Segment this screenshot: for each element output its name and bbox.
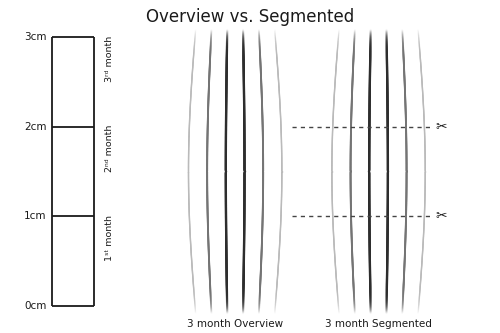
Text: 3cm: 3cm bbox=[24, 32, 46, 42]
Text: 3ʳᵈ month: 3ʳᵈ month bbox=[104, 36, 114, 82]
Text: 3 month Overview: 3 month Overview bbox=[187, 319, 283, 329]
Text: ✂: ✂ bbox=[436, 209, 447, 223]
Text: 2cm: 2cm bbox=[24, 122, 46, 132]
Text: ✂: ✂ bbox=[436, 120, 447, 134]
Text: 1ˢᵗ month: 1ˢᵗ month bbox=[104, 215, 114, 261]
Text: 0cm: 0cm bbox=[24, 301, 46, 311]
Text: 3 month Segmented: 3 month Segmented bbox=[325, 319, 432, 329]
Text: 2ⁿᵈ month: 2ⁿᵈ month bbox=[104, 124, 114, 171]
Text: 1cm: 1cm bbox=[24, 211, 46, 221]
Text: Overview vs. Segmented: Overview vs. Segmented bbox=[146, 8, 354, 26]
